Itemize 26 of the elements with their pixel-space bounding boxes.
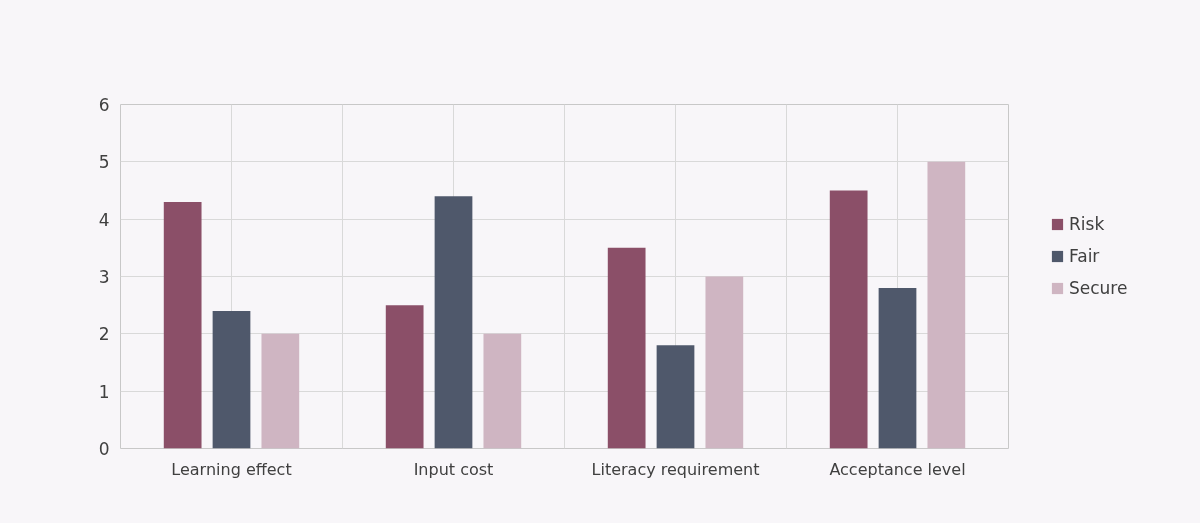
y-tick-label: 2 bbox=[98, 324, 110, 345]
y-tick-label: 1 bbox=[98, 381, 110, 402]
y-tick-label: 0 bbox=[98, 439, 110, 459]
bar bbox=[878, 287, 917, 449]
y-tick-label: 4 bbox=[98, 209, 110, 230]
bar bbox=[385, 305, 424, 449]
bar bbox=[483, 333, 522, 449]
legend-label: Fair bbox=[1069, 246, 1100, 266]
y-tick-label: 5 bbox=[98, 152, 110, 173]
legend-label: Risk bbox=[1069, 214, 1105, 234]
x-tick-label: Literacy requirement bbox=[591, 459, 760, 479]
bar bbox=[656, 345, 695, 449]
y-tick-label: 6 bbox=[98, 95, 110, 115]
bar bbox=[927, 161, 966, 449]
bar bbox=[607, 247, 646, 449]
bar bbox=[163, 201, 202, 449]
x-tick-label: Input cost bbox=[413, 459, 494, 479]
x-tick-label: Acceptance level bbox=[829, 459, 966, 479]
legend-label: Secure bbox=[1069, 278, 1128, 298]
x-tick-label: Learning effect bbox=[171, 459, 292, 479]
y-tick-label: 3 bbox=[98, 267, 110, 287]
bar bbox=[705, 276, 744, 449]
bar bbox=[212, 310, 251, 449]
bar bbox=[434, 196, 473, 449]
bar bbox=[261, 333, 300, 449]
bar bbox=[829, 190, 868, 449]
